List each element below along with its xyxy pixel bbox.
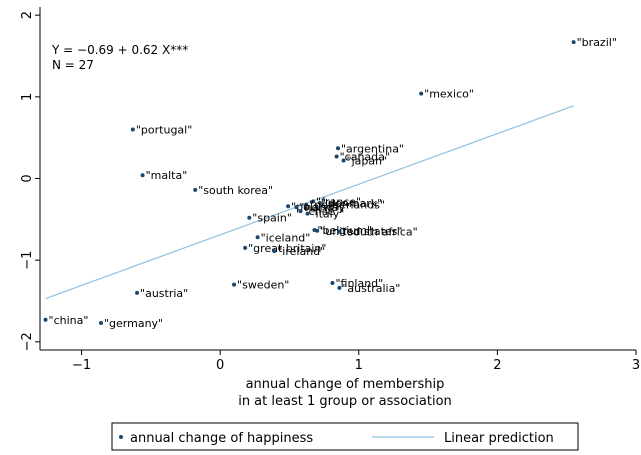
data-point — [336, 146, 340, 151]
x-tick-label: 2 — [493, 358, 501, 373]
point-label: "south africa" — [342, 226, 417, 239]
data-point — [135, 290, 140, 295]
legend-box — [111, 422, 579, 451]
x-tick-label: −1 — [72, 358, 91, 373]
legend-marker-scatter — [119, 435, 123, 439]
point-label: "south korea" — [198, 184, 273, 197]
data-point — [43, 317, 48, 322]
linear-prediction-line — [45, 105, 574, 300]
point-label: "netherlands" — [309, 199, 385, 212]
data-point — [305, 211, 310, 216]
y-tick-label: 2 — [20, 11, 35, 19]
legend-label-line: Linear prediction — [444, 431, 554, 446]
data-point — [315, 228, 320, 233]
point-label: "malta" — [146, 169, 188, 182]
legend: annual change of happiness Linear predic… — [111, 422, 579, 451]
data-point — [304, 202, 309, 207]
point-label: "portugal" — [136, 124, 192, 137]
data-point — [298, 209, 303, 214]
point-label: "finland" — [335, 277, 383, 290]
point-label: "ireland" — [277, 245, 325, 258]
y-tick-label: −2 — [20, 332, 35, 351]
point-label: "chile" — [304, 205, 340, 218]
equation-annotation: Y = −0.69 + 0.62 X*** — [51, 43, 188, 57]
data-point — [337, 229, 342, 234]
point-label: "canada" — [340, 150, 390, 163]
x-tick-label: 0 — [216, 358, 224, 373]
point-label: "belgium" — [317, 224, 372, 237]
point-label: "france" — [316, 195, 361, 208]
point-label: "argentina" — [341, 142, 404, 155]
data-point — [571, 40, 576, 45]
point-label: "australia" — [342, 282, 400, 295]
data-point — [193, 187, 198, 192]
data-point — [232, 282, 237, 287]
x-axis-title-line2: in at least 1 group or association — [238, 394, 452, 409]
x-tick-label: 1 — [355, 358, 363, 373]
data-point — [294, 205, 299, 210]
point-label: "iceland" — [261, 231, 311, 244]
data-point — [272, 249, 277, 254]
point-label: "spain" — [252, 212, 292, 225]
y-tick-label: 0 — [20, 174, 35, 182]
x-tick-label: 3 — [632, 358, 640, 373]
point-label: "denmark" — [323, 197, 382, 210]
data-point — [330, 281, 335, 286]
point-label: "austria" — [140, 287, 188, 300]
point-label: "sweden" — [237, 279, 289, 292]
data-point — [255, 235, 260, 240]
point-label: "mexico" — [424, 88, 474, 101]
data-points-group: "brazil" "mexico" "portugal" "argentina""ca… — [43, 36, 617, 330]
data-point — [243, 245, 248, 250]
point-label: "germany" — [104, 317, 163, 330]
point-label: "italy" — [311, 208, 345, 221]
point-label: "poland" — [291, 200, 339, 213]
y-tick-label: −1 — [20, 251, 35, 270]
data-point — [130, 127, 135, 132]
data-point — [311, 199, 316, 204]
data-point — [140, 173, 145, 178]
y-tick-label: 1 — [20, 93, 35, 101]
fit-line-group — [45, 105, 574, 300]
point-label: "china" — [49, 314, 89, 327]
data-point — [337, 285, 342, 290]
axis-ticks: −1 0 1 2 3 −2 −1 0 1 2 — [20, 11, 640, 373]
n-annotation: N = 27 — [52, 58, 94, 72]
data-point — [286, 204, 291, 209]
legend-label-scatter: annual change of happiness — [130, 431, 313, 446]
data-point — [317, 201, 322, 205]
data-point — [247, 215, 252, 220]
point-label: "brazil" — [577, 36, 617, 49]
point-label: "united states" — [320, 225, 402, 238]
point-label: "great britain" — [248, 242, 326, 255]
data-point — [334, 154, 339, 159]
x-axis-title-line1: annual change of membership — [246, 377, 445, 392]
point-label: "norway" — [299, 201, 350, 214]
data-point — [419, 91, 424, 96]
data-point — [98, 321, 103, 326]
point-label: "japan" — [347, 155, 388, 168]
data-point — [341, 158, 346, 163]
